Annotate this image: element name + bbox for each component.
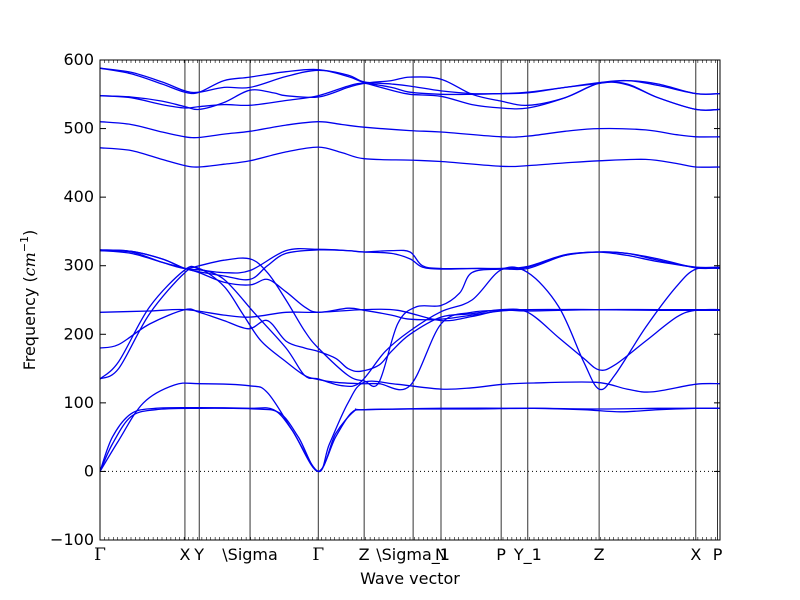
x-tick-label: \Sigma	[222, 545, 278, 564]
band-curve-3	[99, 380, 721, 473]
x-tick-label: Γ	[94, 545, 106, 565]
x-tick-label: Y_1	[513, 545, 542, 565]
band-curve-12	[99, 146, 721, 168]
x-tick-label: \Sigma_1	[376, 545, 450, 565]
y-axis-label-var: cm	[20, 252, 39, 276]
x-tick-label: Z	[594, 545, 605, 564]
band-curve-2	[99, 406, 721, 473]
y-axis-label: Frequency (cm−1)	[18, 230, 39, 371]
dispersion-curves	[99, 67, 721, 473]
band-curve-11	[99, 247, 721, 274]
y-tick-label: 0	[84, 461, 94, 480]
x-tick-label: P	[713, 545, 723, 564]
band-curve-7	[99, 308, 720, 322]
x-tick-label: P	[496, 545, 506, 564]
special-point-lines	[99, 60, 718, 540]
y-tick-label: 100	[63, 393, 94, 412]
band-curve-13	[99, 121, 721, 139]
x-tick-label: N	[435, 545, 447, 564]
y-axis-label-suffix: )	[20, 230, 39, 236]
x-tick-label: Z	[359, 545, 370, 564]
y-tick-label: 300	[63, 256, 94, 275]
x-tick-label: X	[179, 545, 190, 564]
band-curve-1	[99, 407, 721, 473]
x-axis-label: Wave vector	[360, 569, 460, 588]
y-tick-label: −100	[50, 530, 94, 549]
x-tick-label: Y	[193, 545, 204, 564]
y-axis-label-prefix: Frequency (	[20, 276, 39, 370]
x-tick-label: X	[690, 545, 701, 564]
x-tick-label: Γ	[312, 545, 324, 565]
band-curve-17	[99, 67, 721, 95]
y-tick-label: 200	[63, 324, 94, 343]
x-axis-ticks: Γ X Y \Sigma Γ Z \Sigma_1N P Y_1 Z X P	[94, 60, 723, 565]
y-tick-label: 500	[63, 119, 94, 138]
y-axis-label-exp: −1	[18, 236, 31, 252]
y-tick-label: 400	[63, 187, 94, 206]
y-tick-label: 600	[63, 50, 94, 69]
y-axis-ticks: −100 0 100 200 300 400 500 600	[50, 50, 720, 549]
band-curve-6	[99, 308, 721, 373]
